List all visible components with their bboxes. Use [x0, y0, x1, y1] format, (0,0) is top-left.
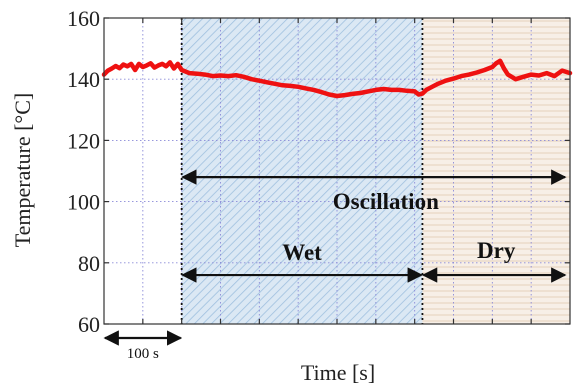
scale-label: 100 s	[127, 346, 159, 362]
annotations: Oscillation Wet Dry 100 s	[103, 169, 567, 362]
y-tick-label: 140	[67, 67, 100, 92]
y-tick-label: 160	[67, 6, 100, 31]
y-axis-label: Temperature [°C]	[10, 93, 35, 247]
region-wet	[181, 18, 423, 324]
y-tick-label: 80	[78, 251, 100, 276]
y-tick-label: 100	[67, 190, 100, 215]
temperature-series-line	[101, 58, 573, 99]
y-tick-label: 120	[67, 128, 100, 153]
y-axis-ticks: 60 80 100 120 140 160	[67, 6, 570, 337]
series-layer	[101, 58, 573, 99]
y-tick-label: 60	[78, 312, 100, 337]
wet-label: Wet	[282, 240, 322, 265]
dry-label: Dry	[477, 238, 516, 263]
oscillation-label: Oscillation	[333, 189, 439, 214]
x-axis-label: Time [s]	[301, 360, 375, 385]
